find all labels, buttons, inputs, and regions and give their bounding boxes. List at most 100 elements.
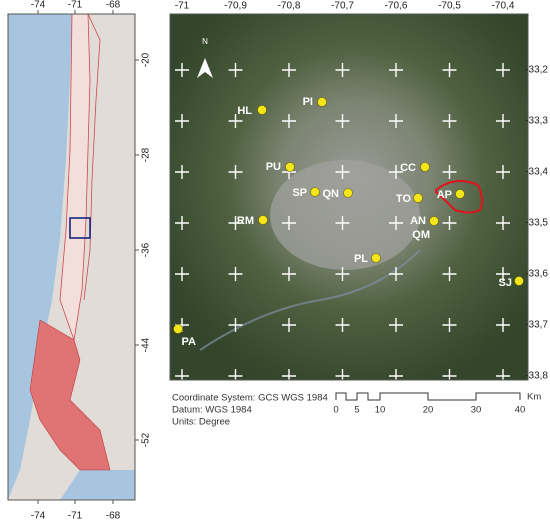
station-marker <box>317 97 327 107</box>
grid-cross <box>175 165 189 179</box>
top-tick-label: -70,6 <box>385 1 408 12</box>
station-label: SP <box>292 187 307 199</box>
grid-cross <box>228 369 243 380</box>
grid-cross <box>335 267 350 281</box>
station-label: QM <box>412 229 430 241</box>
scale-unit: Km <box>527 392 541 403</box>
top-tick-label: -70,7 <box>331 1 354 12</box>
grid-cross <box>335 165 350 179</box>
right-tick-label: -33,3 <box>525 116 548 127</box>
top-tick-label: -71 <box>68 0 83 11</box>
overview-map <box>8 14 135 500</box>
grid-cross <box>389 267 403 281</box>
scale-label: 40 <box>515 405 526 416</box>
station-marker <box>258 215 268 225</box>
grid-cross <box>335 216 350 230</box>
station-label: RM <box>237 215 254 227</box>
grid-cross <box>442 63 457 77</box>
grid-cross <box>496 267 510 281</box>
grid-cross <box>389 114 403 128</box>
scale-label: 10 <box>375 405 386 416</box>
top-tick-label: -70,4 <box>492 1 515 12</box>
bottom-tick-label: -71 <box>68 511 83 522</box>
main-frame <box>169 13 529 381</box>
grid-cross <box>335 114 350 128</box>
grid-cross <box>496 318 510 332</box>
top-tick-label: -70,9 <box>224 1 247 12</box>
station-marker <box>371 253 381 263</box>
grid-cross <box>282 318 296 332</box>
north-label: N <box>202 37 208 46</box>
grid-cross <box>389 369 403 380</box>
right-tick-label: -33,4 <box>525 167 548 178</box>
scale-label: 20 <box>423 405 434 416</box>
right-tick-label: -20 <box>141 52 152 67</box>
station-label: PL <box>354 253 368 265</box>
legend-line: Units: Degree <box>172 417 230 428</box>
grid-cross <box>335 63 350 77</box>
grid-cross <box>175 267 189 281</box>
grid-cross <box>228 216 243 230</box>
station-label: QN <box>323 188 340 200</box>
station-marker <box>343 188 353 198</box>
scale-label: 0 <box>333 405 338 416</box>
scale-label: 5 <box>354 405 359 416</box>
grid-cross <box>175 114 189 128</box>
grid-cross <box>335 369 350 380</box>
station-marker <box>310 187 320 197</box>
grid-cross <box>228 165 243 179</box>
grid-cross <box>335 318 350 332</box>
grid-cross <box>282 369 296 380</box>
top-tick-label: -70,5 <box>438 1 461 12</box>
grid-cross <box>282 63 296 77</box>
grid-cross <box>442 318 457 332</box>
station-marker <box>173 324 183 334</box>
satellite-map <box>170 14 528 380</box>
station-label: HL <box>237 105 252 117</box>
grid-cross <box>389 165 403 179</box>
grid-cross <box>389 216 403 230</box>
grid-cross <box>496 114 510 128</box>
grid-cross <box>175 63 189 77</box>
station-label: PI <box>303 96 313 108</box>
grid-cross <box>442 369 457 380</box>
grid-cross <box>442 216 457 230</box>
station-marker <box>413 193 423 203</box>
grid-cross <box>442 165 457 179</box>
right-tick-label: -52 <box>141 432 152 447</box>
right-tick-label: -33,2 <box>525 65 548 76</box>
grid-cross <box>442 114 457 128</box>
top-tick-label: -74 <box>31 0 46 11</box>
right-tick-label: -36 <box>141 242 152 257</box>
grid-cross <box>442 267 457 281</box>
grid-cross <box>175 216 189 230</box>
station-marker <box>429 216 439 226</box>
top-tick-label: -68 <box>106 0 121 11</box>
grid-cross <box>175 369 189 380</box>
right-tick-label: -33,6 <box>525 269 548 280</box>
grid-cross <box>282 267 296 281</box>
grid-cross <box>496 165 510 179</box>
grid-cross <box>496 369 510 380</box>
station-marker <box>420 162 430 172</box>
grid-cross <box>228 63 243 77</box>
station-marker <box>257 105 267 115</box>
station-marker <box>285 162 295 172</box>
right-tick-label: -44 <box>141 337 152 352</box>
grid-cross <box>228 267 243 281</box>
station-label: CC <box>400 162 416 174</box>
scale-label: 30 <box>471 405 482 416</box>
station-marker <box>514 276 524 286</box>
bottom-tick-label: -74 <box>31 511 46 522</box>
grid-cross <box>228 318 243 332</box>
grid-cross <box>389 63 403 77</box>
legend-line: Datum: WGS 1984 <box>172 405 252 416</box>
legend-line: Coordinate System: GCS WGS 1984 <box>172 393 328 404</box>
station-label: PU <box>266 161 281 173</box>
bottom-tick-label: -68 <box>106 511 121 522</box>
station-label: AP <box>437 189 452 201</box>
right-tick-label: -33,8 <box>525 371 548 382</box>
grid-cross <box>389 318 403 332</box>
top-tick-label: -71 <box>175 1 190 12</box>
scale-bar <box>335 392 521 401</box>
